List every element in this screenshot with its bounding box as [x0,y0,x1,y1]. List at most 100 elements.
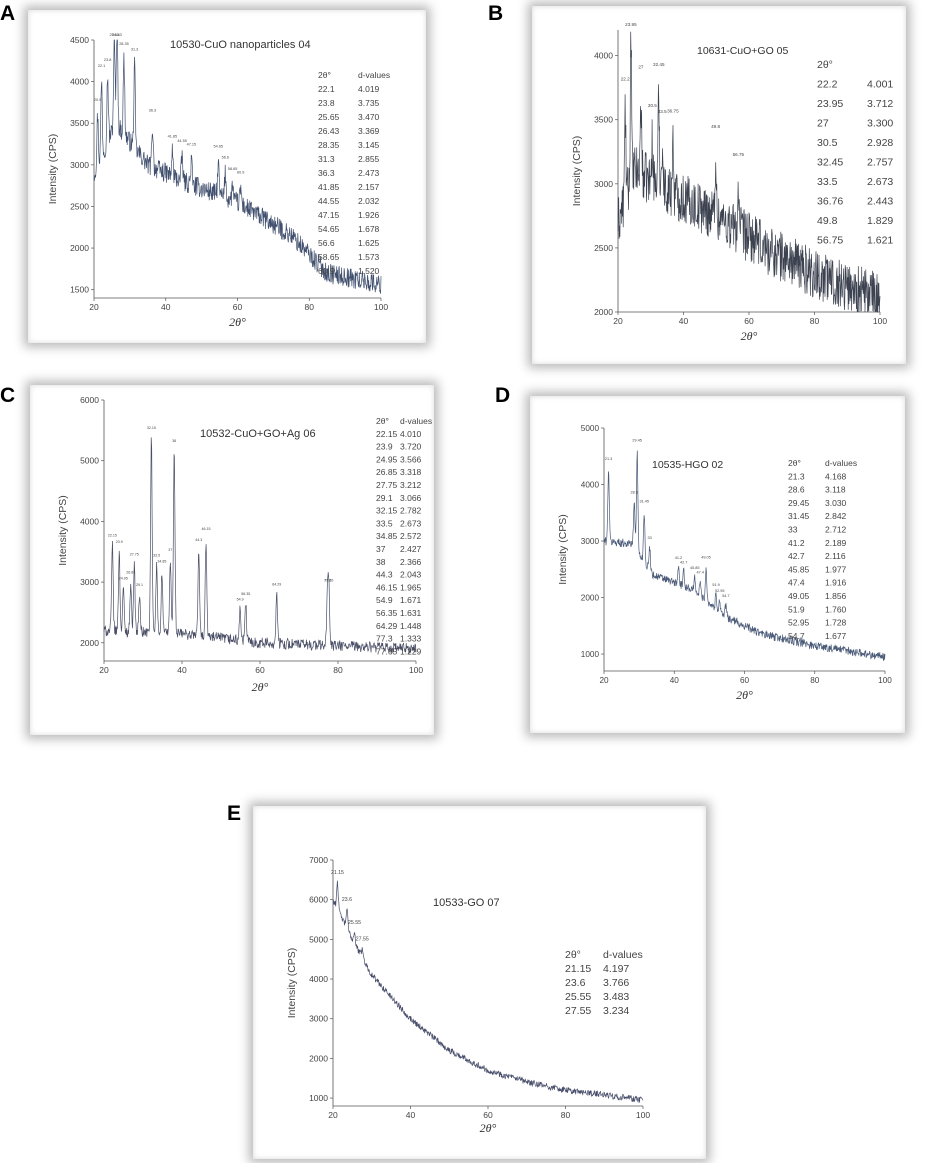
y-tick-label: 4000 [594,51,613,61]
table-cell-dvalue: 3.470 [358,112,380,122]
table-cell-dvalue: 2.855 [358,154,380,164]
table-cell-dvalue: 2.757 [867,157,893,169]
panel-c-frame [30,385,434,735]
peak-label: 64.29 [272,582,281,586]
x-axis-label: 2θ° [741,329,758,343]
peak-label: 34.85 [157,560,166,564]
table-cell-2theta: 27 [817,118,829,130]
table-cell-2theta: 36.76 [817,196,843,208]
x-axis-label: 2θ° [252,680,269,694]
peak-label: 31.3 [131,48,138,52]
table-cell-dvalue: 1.229 [400,646,422,656]
table-cell-2theta: 28.6 [788,485,805,495]
x-tick-label: 20 [99,665,109,675]
peak-label: 22.2 [621,76,630,81]
table-cell-dvalue: 2.673 [400,518,422,528]
table-header-2theta: 2θ° [565,949,581,961]
y-tick-label: 2500 [70,201,89,211]
chart-title: 10631-CuO+GO 05 [697,45,789,57]
x-tick-label: 40 [161,302,171,312]
table-header-dvalues: d-values [603,949,643,961]
table-cell-dvalue: 1.965 [400,582,422,592]
table-cell-dvalue: 1.621 [867,235,893,247]
x-axis-label: 2θ° [736,688,753,702]
table-cell-2theta: 41.2 [788,538,805,548]
peak-label: 36.3 [149,108,156,112]
table-cell-dvalue: 1.448 [400,621,422,631]
peak-label: 22.15 [108,534,117,538]
table-cell-2theta: 44.3 [376,570,393,580]
peak-label: 25.55 [348,920,361,926]
peak-label: 27 [638,64,644,69]
table-cell-2theta: 45.85 [788,564,810,574]
xrd-spectrum-line [603,450,886,662]
peak-label: 47.15 [187,143,197,147]
table-cell-dvalue: 2.443 [867,196,893,208]
peak-label: 56.6 [222,156,229,160]
table-cell-dvalue: 3.735 [358,98,380,108]
panel-e-frame [253,806,706,1159]
table-cell-2theta: 32.45 [817,157,843,169]
table-cell-2theta: 22.2 [817,79,838,91]
panel-letter-c: C [0,384,16,407]
y-tick-label: 7000 [309,855,328,865]
peak-label: 28.35 [119,42,129,46]
table-cell-dvalue: 1.573 [358,252,380,262]
table-header-2theta: 2θ° [788,458,801,468]
table-cell-2theta: 38 [376,557,386,567]
table-cell-dvalue: 1.856 [825,591,847,601]
table-cell-2theta: 22.1 [318,84,335,94]
table-header-dvalues: d-values [825,458,857,468]
panel-letter-b: B [488,2,504,25]
y-tick-label: 2000 [70,243,89,253]
y-axis-label: Intensity (CPS) [557,514,569,585]
table-cell-dvalue: 2.032 [358,196,380,206]
y-axis-label: Intensity (CPS) [286,948,298,1019]
table-cell-dvalue: 3.720 [400,442,422,452]
table-cell-dvalue: 3.318 [400,467,422,477]
table-cell-2theta: 49.8 [817,215,838,227]
y-tick-label: 4000 [70,77,89,87]
x-axis-label: 2θ° [480,1121,497,1135]
chart-title: 10535-HGO 02 [652,459,723,471]
table-cell-2theta: 77.3 [376,634,393,644]
table-cell-dvalue: 1.333 [400,634,422,644]
x-tick-label: 40 [177,665,187,675]
table-cell-dvalue: 3.234 [603,1005,629,1017]
peak-label: 33.5 [658,109,667,114]
peak-label: 33 [648,536,652,540]
table-cell-dvalue: 2.366 [400,557,422,567]
y-tick-label: 3500 [594,115,613,125]
xrd-chart-a: 20 40 60 80 100 1500 2000 2500 3000 3500 4000 4500 2… [47,33,390,329]
peak-label: 24.95 [119,576,128,580]
table-cell-2theta: 37 [376,544,386,554]
table-cell-2theta: 49.05 [788,591,810,601]
xrd-chart-c: 20 40 60 80 100 2000 3000 4000 5000 6000 2θ° Intens… [57,395,432,694]
peak-label: 33.5 [153,553,160,557]
table-cell-2theta: 33.5 [376,518,393,528]
xrd-spectrum-line [103,437,417,654]
panel-letter-d: D [495,384,511,407]
y-tick-label: 3500 [70,118,89,128]
table-cell-2theta: 27.75 [376,480,398,490]
y-axis-label: Intensity (CPS) [571,136,583,207]
table-cell-2theta: 54.9 [376,595,393,605]
x-tick-label: 80 [810,676,820,685]
peak-label: 77.65 [324,578,333,582]
y-tick-label: 4000 [581,481,600,490]
table-cell-dvalue: 3.566 [400,454,422,464]
table-cell-2theta: 27.55 [565,1005,591,1017]
table-cell-2theta: 60.9 [318,266,335,276]
table-cell-2theta: 26.85 [376,467,398,477]
x-tick-label: 100 [873,316,887,326]
table-cell-dvalue: 4.019 [358,84,380,94]
table-cell-dvalue: 1.678 [358,224,380,234]
table-header-dvalues: d-values [400,416,432,426]
table-cell-dvalue: 1.728 [825,618,847,628]
table-cell-2theta: 29.1 [376,493,393,503]
xrd-spectrum-line [93,39,382,294]
peak-label: 26.85 [126,571,135,575]
y-tick-label: 2000 [594,307,613,317]
peak-label: 37 [168,548,172,552]
peak-label: 21.15 [331,870,344,876]
